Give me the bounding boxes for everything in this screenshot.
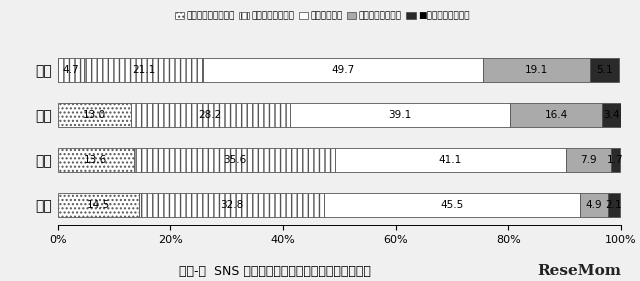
Text: ReseMom: ReseMom — [537, 264, 621, 278]
Text: 35.6: 35.6 — [223, 155, 246, 165]
Text: 21.1: 21.1 — [132, 65, 155, 75]
Text: 13.6: 13.6 — [84, 155, 108, 165]
Bar — [203, 58, 483, 82]
Bar — [84, 58, 203, 82]
Bar — [566, 148, 611, 172]
Bar — [483, 58, 590, 82]
Bar — [611, 148, 620, 172]
Text: 2.1: 2.1 — [605, 200, 622, 210]
Text: 13.0: 13.0 — [83, 110, 106, 120]
Text: 45.5: 45.5 — [440, 200, 464, 210]
Bar — [590, 58, 619, 82]
Bar — [58, 194, 140, 217]
Legend: 口非常に高くなった, 口少し高くなった, 口変わらない, 口少し低くなった, ■非常に低くなった: 口非常に高くなった, 口少し高くなった, 口変わらない, 口少し低くなった, ■… — [175, 12, 470, 21]
Text: 16.4: 16.4 — [545, 110, 568, 120]
Text: 図３-１  SNS の利用による学習に対する意欲の変化: 図３-１ SNS の利用による学習に対する意欲の変化 — [179, 265, 371, 278]
Bar — [134, 148, 335, 172]
Text: 5.1: 5.1 — [596, 65, 613, 75]
Bar — [140, 194, 324, 217]
Text: 32.8: 32.8 — [220, 200, 243, 210]
Bar — [335, 148, 566, 172]
Bar — [131, 103, 290, 127]
Bar — [602, 103, 621, 127]
Bar — [580, 194, 608, 217]
Text: 41.1: 41.1 — [439, 155, 462, 165]
Bar — [58, 58, 84, 82]
Text: 1.7: 1.7 — [607, 155, 624, 165]
Text: 19.1: 19.1 — [525, 65, 548, 75]
Bar — [510, 103, 602, 127]
Text: 7.9: 7.9 — [580, 155, 596, 165]
Text: 4.9: 4.9 — [586, 200, 602, 210]
Bar — [58, 148, 134, 172]
Text: 14.5: 14.5 — [87, 200, 110, 210]
Text: 39.1: 39.1 — [388, 110, 412, 120]
Text: 28.2: 28.2 — [198, 110, 222, 120]
Bar — [290, 103, 510, 127]
Text: 49.7: 49.7 — [332, 65, 355, 75]
Bar — [608, 194, 620, 217]
Bar — [324, 194, 580, 217]
Text: 4.7: 4.7 — [63, 65, 79, 75]
Bar — [58, 103, 131, 127]
Text: 3.4: 3.4 — [604, 110, 620, 120]
